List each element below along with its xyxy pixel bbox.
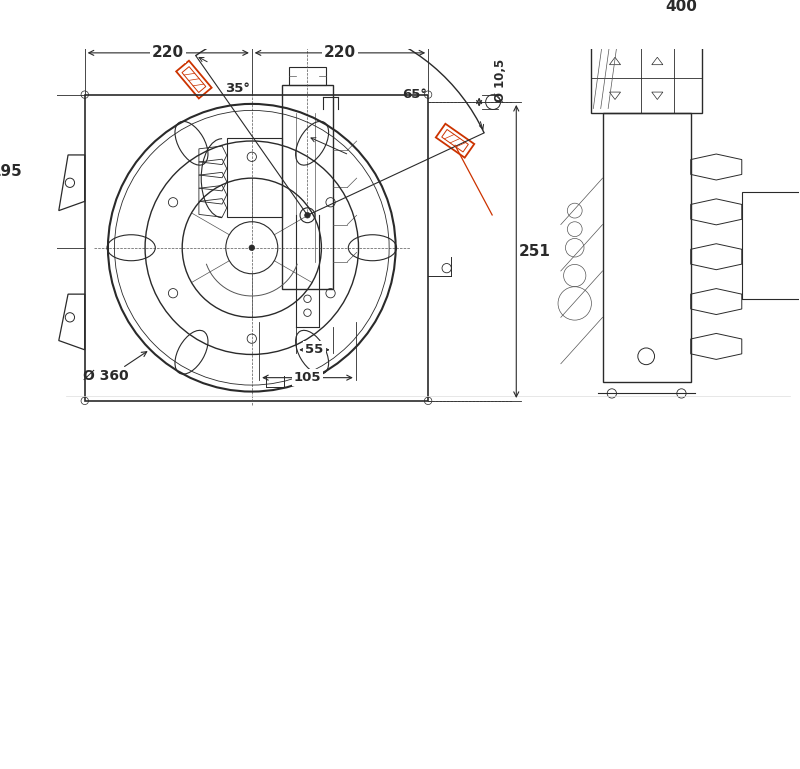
Text: 220: 220 [324,45,356,60]
Circle shape [305,212,310,218]
Text: 65°: 65° [402,88,426,101]
Text: Ø 360: Ø 360 [83,368,129,382]
Text: Ø 10,5: Ø 10,5 [494,58,507,102]
Text: 400: 400 [666,0,698,14]
Text: 220: 220 [152,45,184,60]
Bar [289,67,326,85]
Circle shape [249,245,254,251]
Text: 105: 105 [294,371,322,384]
Text: 35°: 35° [226,82,250,95]
Text: 251: 251 [519,244,550,259]
Text: 195: 195 [0,164,22,178]
Text: 55: 55 [306,343,323,356]
